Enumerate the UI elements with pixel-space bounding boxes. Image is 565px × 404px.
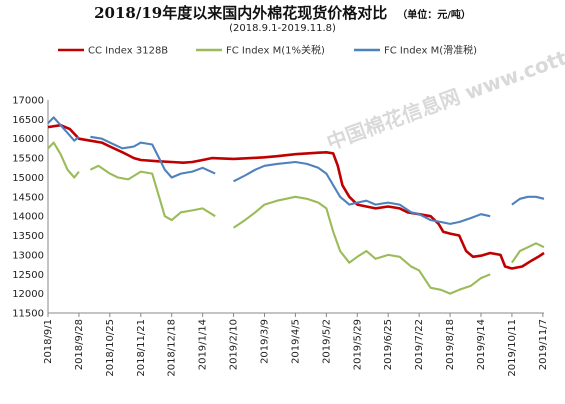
x-tick-label: 2019/6/25 xyxy=(383,319,394,370)
x-tick-label: 2019/4/5 xyxy=(290,319,301,364)
x-tick-label: 2018/9/1 xyxy=(43,319,54,364)
y-tick-label: 14500 xyxy=(12,192,44,203)
y-tick-label: 15000 xyxy=(12,173,44,184)
chart-title-row: 2018/19年度以来国内外棉花现货价格对比 （单位：元/吨） xyxy=(0,2,565,23)
legend-label-2: FC Index M(1%关税) xyxy=(226,44,325,57)
x-tick-label: 2019/10/11 xyxy=(507,319,518,377)
y-tick-label: 11500 xyxy=(12,309,44,320)
y-tick-label: 16000 xyxy=(12,134,44,145)
series-line-1 xyxy=(47,123,545,270)
y-tick-label: 14000 xyxy=(12,212,44,223)
x-tick-label: 2019/7/22 xyxy=(414,319,425,370)
y-tick-label: 13500 xyxy=(12,231,44,242)
x-tick-label: 2019/5/29 xyxy=(352,319,363,370)
x-tick-label: 2019/9/14 xyxy=(476,319,487,370)
watermark-text: 中国棉花信息网 www.cottonchina.org xyxy=(324,0,565,155)
x-tick-label: 2018/9/28 xyxy=(74,319,85,370)
watermark: 中国棉花信息网 www.cottonchina.org xyxy=(324,0,565,155)
y-tick-label: 17000 xyxy=(12,96,44,107)
x-tick-label: 2019/3/9 xyxy=(259,319,270,364)
series-line-2 xyxy=(47,141,545,295)
x-tick-label: 2019/2/10 xyxy=(229,319,240,370)
series-line-3 xyxy=(47,116,545,225)
legend-label-1: CC Index 3128B xyxy=(88,46,168,57)
y-tick-label: 13000 xyxy=(12,250,44,261)
x-tick-label: 2019/5/2 xyxy=(321,319,332,364)
series-lines xyxy=(47,116,545,295)
chart-title: 2018/19年度以来国内外棉花现货价格对比 xyxy=(94,4,388,22)
x-tick-label: 2019/8/18 xyxy=(445,319,456,370)
legend: CC Index 3128B FC Index M(1%关税) FC Index M… xyxy=(58,44,477,57)
x-tick-label: 2019/1/14 xyxy=(198,319,209,370)
y-tick-label: 15500 xyxy=(12,154,44,165)
chart-subtitle: (2018.9.1-2019.11.8) xyxy=(229,23,336,34)
x-tick-label: 2018/12/18 xyxy=(167,319,178,377)
chart-unit: （单位：元/吨） xyxy=(397,10,471,21)
y-tick-label: 16500 xyxy=(12,115,44,126)
y-tick-label: 12000 xyxy=(12,289,44,300)
legend-label-3: FC Index M(滑准税) xyxy=(384,44,477,57)
y-tick-label: 12500 xyxy=(12,270,44,281)
x-tick-label: 2018/11/21 xyxy=(136,319,147,377)
axes: 11500 12000 12500 13000 13500 14000 14500 15000… xyxy=(12,96,549,377)
x-tick-label: 2019/11/7 xyxy=(538,319,549,370)
x-tick-label: 2018/10/25 xyxy=(105,319,116,377)
